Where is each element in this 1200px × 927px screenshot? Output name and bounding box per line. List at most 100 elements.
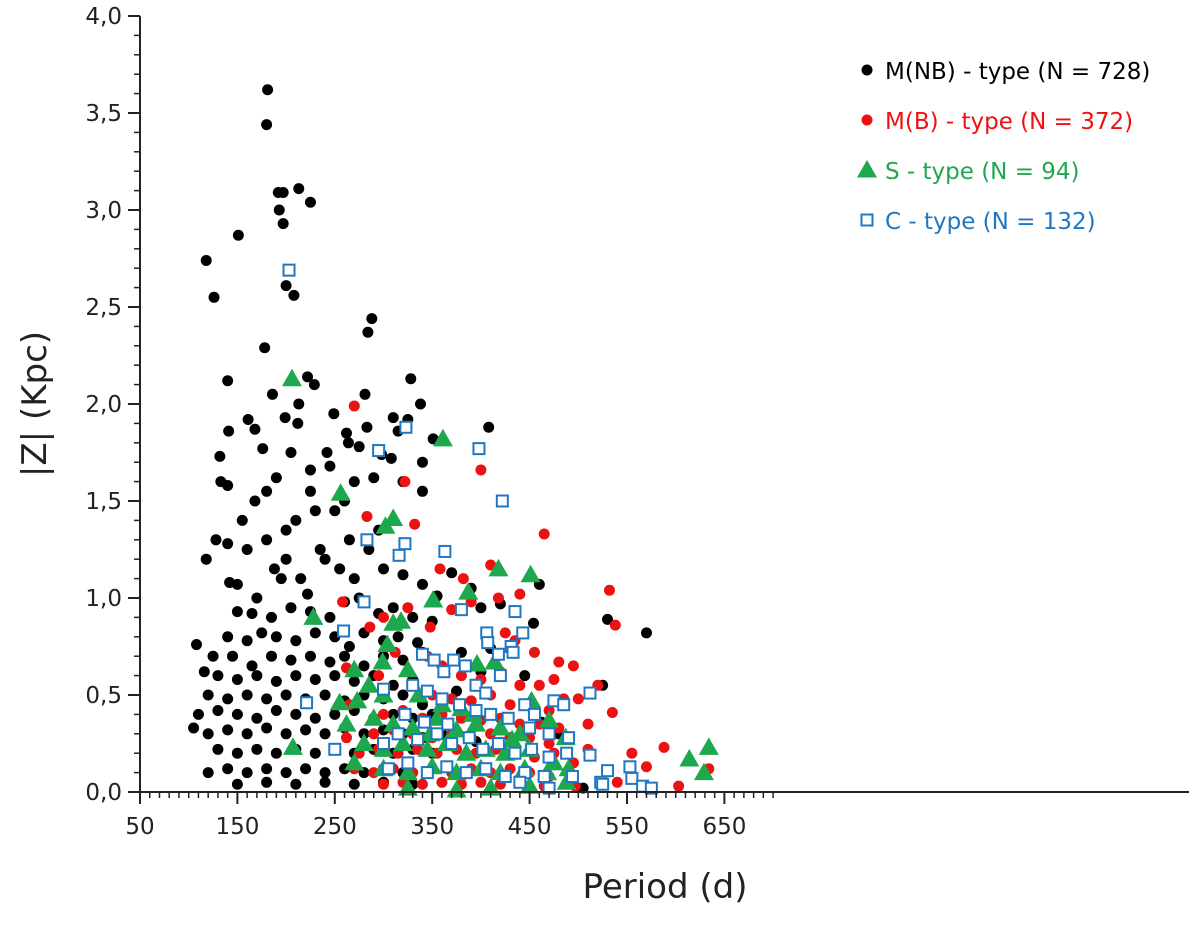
mnb-point	[309, 712, 321, 724]
mb-point	[499, 627, 511, 639]
mnb-point	[280, 767, 292, 779]
s-type-point	[488, 558, 509, 577]
legend: M(NB) - type (N = 728) M(B) - type (N = 3…	[857, 59, 1150, 235]
mnb-point	[261, 722, 273, 734]
c-type-point	[506, 645, 520, 659]
mnb-point	[280, 553, 292, 565]
mnb-point	[321, 447, 333, 458]
c-type-point	[438, 544, 452, 558]
mnb-point	[241, 728, 253, 740]
s-type-point	[358, 675, 379, 693]
mb-point	[606, 706, 618, 718]
mb-point	[416, 778, 428, 790]
c-type-point	[565, 769, 579, 783]
mnb-point	[212, 670, 224, 682]
c-type-point	[479, 686, 493, 700]
mb-point	[409, 518, 421, 530]
mnb-point	[277, 218, 289, 230]
x-tick-label: 250	[313, 814, 357, 840]
mnb-point	[363, 544, 375, 555]
mnb-point	[290, 778, 302, 790]
s-type-point	[347, 690, 368, 709]
mnb-point	[640, 627, 652, 639]
mnb-point	[519, 670, 531, 682]
mnb-point	[266, 388, 278, 400]
x-tick-label: 450	[508, 814, 552, 840]
mnb-point	[270, 675, 282, 687]
mnb-point	[353, 441, 365, 453]
mnb-point	[329, 708, 341, 720]
s-type-point	[391, 611, 412, 629]
c-type-point	[406, 678, 420, 692]
x-tick-label: 150	[215, 814, 259, 840]
legend-marker	[857, 160, 877, 178]
c-type-point	[583, 748, 597, 762]
series-4	[282, 263, 658, 795]
mb-point	[492, 592, 504, 604]
mnb-point	[280, 689, 292, 701]
mb-point	[528, 646, 540, 658]
mnb-point	[290, 635, 302, 647]
mb-point	[368, 728, 380, 740]
s-type-point	[372, 652, 393, 670]
mnb-point	[188, 722, 200, 734]
legend-marker	[861, 114, 873, 126]
s-type-point	[344, 752, 365, 771]
s-type-point	[698, 737, 719, 755]
c-type-point	[401, 756, 415, 770]
c-type-point	[440, 760, 454, 774]
s-type-point	[432, 428, 453, 447]
s-type-point	[456, 743, 477, 761]
x-tick-label: 50	[125, 814, 154, 840]
mnb-point	[251, 592, 263, 604]
s-type-point	[392, 733, 413, 751]
mnb-point	[251, 743, 263, 755]
s-type-point	[281, 368, 302, 387]
mnb-point	[416, 485, 428, 497]
mnb-point	[285, 654, 297, 666]
y-tick-label: 3,5	[85, 101, 122, 127]
mnb-point	[236, 514, 248, 526]
mnb-point	[273, 204, 285, 216]
mnb-point	[251, 670, 263, 682]
mnb-point	[265, 611, 277, 623]
mb-point	[378, 778, 389, 790]
c-type-point	[476, 742, 490, 756]
mnb-point	[208, 291, 220, 303]
mb-point	[434, 563, 446, 575]
mnb-point	[290, 670, 302, 682]
legend-item: M(B) - type (N = 372)	[861, 109, 1133, 135]
c-type-point	[360, 533, 374, 547]
mnb-point	[231, 578, 243, 590]
c-type-point	[508, 605, 522, 619]
mnb-point	[415, 398, 427, 410]
mnb-point	[348, 573, 360, 585]
mnb-point	[202, 767, 214, 779]
c-type-point	[452, 698, 466, 712]
mb-point	[673, 780, 685, 792]
mnb-point	[302, 588, 314, 600]
s-type-point	[520, 564, 541, 583]
mnb-point	[251, 712, 263, 724]
mnb-point	[329, 505, 341, 517]
legend-item: C - type (N = 132)	[860, 209, 1096, 235]
mnb-point	[222, 538, 234, 550]
mb-point	[640, 761, 652, 773]
mnb-point	[309, 505, 321, 517]
mnb-point	[361, 421, 373, 433]
mnb-point	[285, 602, 297, 614]
mnb-point	[304, 196, 316, 208]
y-tick-label: 2,0	[85, 392, 122, 418]
mnb-point	[309, 747, 321, 759]
c-type-point	[399, 420, 413, 434]
mnb-point	[257, 443, 269, 455]
c-type-point	[282, 263, 296, 277]
mnb-point	[288, 289, 300, 301]
mnb-point	[348, 778, 360, 790]
s-type-point	[383, 714, 404, 732]
mnb-point	[314, 544, 326, 555]
s-type-point	[329, 692, 350, 711]
c-type-point	[411, 733, 425, 747]
